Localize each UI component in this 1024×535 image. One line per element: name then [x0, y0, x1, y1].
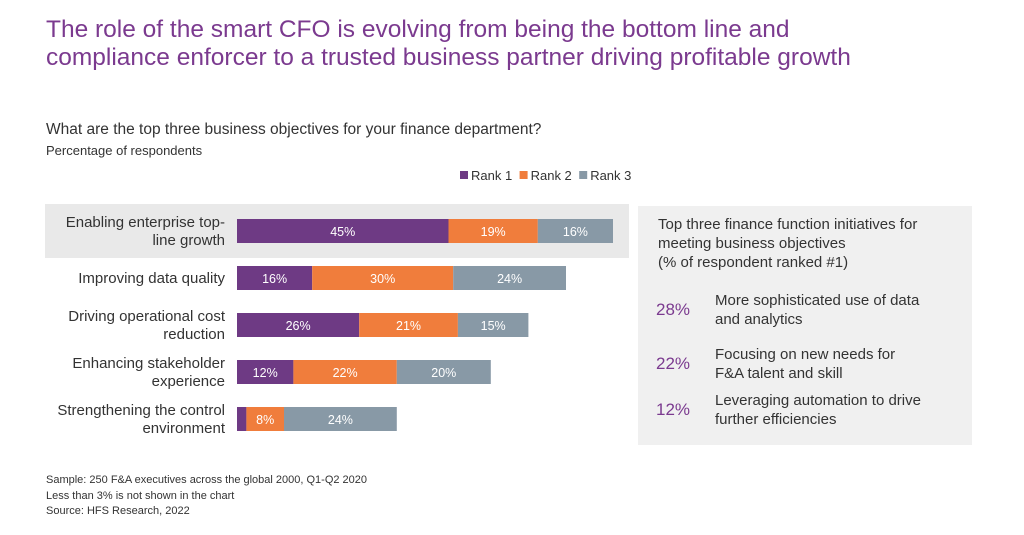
panel-heading-line-3: (% of respondent ranked #1) — [658, 254, 849, 271]
bar-segment-rank-1 — [237, 266, 313, 290]
bar-segment-rank-2 — [293, 360, 397, 384]
category-label: experience — [152, 373, 225, 390]
bar-value-label: 30% — [370, 272, 395, 286]
legend-swatch-rank-1 — [460, 171, 468, 179]
bar-segment-rank-3 — [284, 407, 397, 431]
title-line-1: The role of the smart CFO is evolving fr… — [46, 16, 790, 43]
legend-label-rank-1: Rank 1 — [471, 168, 512, 183]
category-label: Enabling enterprise top- — [66, 214, 225, 231]
bar-segment-rank-3 — [453, 266, 566, 290]
bar-value-label: 26% — [286, 319, 311, 333]
initiative-description: Focusing on new needs for F&A talent and… — [715, 345, 955, 383]
initiative-text-line: F&A talent and skill — [715, 365, 843, 382]
bar-value-label: 16% — [262, 272, 287, 286]
initiative-text-line: Focusing on new needs for — [715, 346, 896, 363]
category-label: Driving operational cost — [68, 308, 226, 325]
bar-segment-rank-3 — [457, 313, 529, 337]
initiative-percentage: 12% — [656, 400, 691, 419]
footnote-note: Less than 3% is not shown in the chart — [46, 489, 235, 502]
initiatives-panel: Top three finance function initiatives f… — [638, 206, 972, 445]
bar-value-label: 21% — [396, 319, 421, 333]
page-title: The role of the smart CFO is evolving fr… — [46, 16, 1006, 72]
initiative-item-talent-skill: 22% Focusing on new needs for F&A talent… — [638, 345, 972, 389]
bar-value-label: 16% — [563, 225, 588, 239]
category-label: Enhancing stakeholder — [72, 355, 225, 372]
initiative-description: Leveraging automation to drive further e… — [715, 391, 955, 429]
footnote-sample: Sample: 250 F&A executives across the gl… — [46, 474, 368, 486]
legend-swatch-rank-2 — [519, 171, 528, 179]
legend-label-rank-2: Rank 2 — [531, 168, 572, 183]
title-line-2: compliance enforcer to a trusted busines… — [46, 44, 851, 71]
bar-value-label: 15% — [481, 319, 506, 333]
panel-heading-line-1: Top three finance function initiatives f… — [658, 216, 918, 233]
category-label: line growth — [152, 232, 225, 249]
bar-value-label: 20% — [431, 366, 456, 380]
initiative-percentage: 22% — [656, 354, 691, 373]
bar-value-label: 12% — [253, 366, 278, 380]
bar-segment-rank-1 — [237, 407, 247, 431]
initiative-item-automation: 12% Leveraging automation to drive furth… — [638, 391, 972, 435]
bar-segment-rank-2 — [448, 219, 538, 243]
bar-segment-rank-2 — [359, 313, 458, 337]
chart-question: What are the top three business objectiv… — [46, 121, 542, 138]
footnote-source: Source: HFS Research, 2022 — [46, 505, 190, 517]
initiative-text-line: Leveraging automation to drive — [715, 392, 921, 409]
bar-segment-rank-1 — [237, 313, 360, 337]
bar-segment-rank-1 — [237, 360, 294, 384]
initiative-description: More sophisticated use of data and analy… — [715, 291, 955, 329]
initiative-percentage: 28% — [656, 300, 691, 319]
bar-segment-rank-3 — [537, 219, 613, 243]
bar-value-label: 19% — [481, 225, 506, 239]
bar-segment-rank-2 — [246, 407, 284, 431]
category-label: Improving data quality — [78, 270, 225, 287]
legend-label-rank-3: Rank 3 — [590, 168, 631, 183]
bar-segment-rank-2 — [312, 266, 454, 290]
bar-value-label: 22% — [333, 366, 358, 380]
legend-swatch-rank-3 — [579, 171, 588, 179]
bar-value-label: 8% — [256, 413, 274, 427]
initiatives-panel-heading: Top three finance function initiatives f… — [658, 215, 958, 272]
initiative-text-line: further efficiencies — [715, 411, 837, 428]
panel-heading-line-2: meeting business objectives — [658, 235, 846, 252]
footnotes: Sample: 250 F&A executives across the gl… — [46, 473, 367, 520]
initiative-item-data-analytics: 28% More sophisticated use of data and a… — [638, 291, 972, 335]
category-label: Strengthening the control — [57, 402, 225, 419]
bar-segment-rank-1 — [237, 219, 449, 243]
initiative-text-line: More sophisticated use of data — [715, 292, 920, 309]
bar-segment-rank-3 — [396, 360, 491, 384]
chart-unit-label: Percentage of respondents — [46, 143, 203, 158]
initiative-text-line: and analytics — [715, 311, 803, 328]
stacked-bar-chart: Rank 1 Rank 2 Rank 3 Enabling enterprise to… — [57, 168, 631, 437]
bar-value-label: 45% — [330, 225, 355, 239]
category-label: reduction — [163, 326, 225, 343]
bar-value-label: 24% — [328, 413, 353, 427]
category-label: environment — [142, 420, 225, 437]
bar-value-label: 24% — [497, 272, 522, 286]
